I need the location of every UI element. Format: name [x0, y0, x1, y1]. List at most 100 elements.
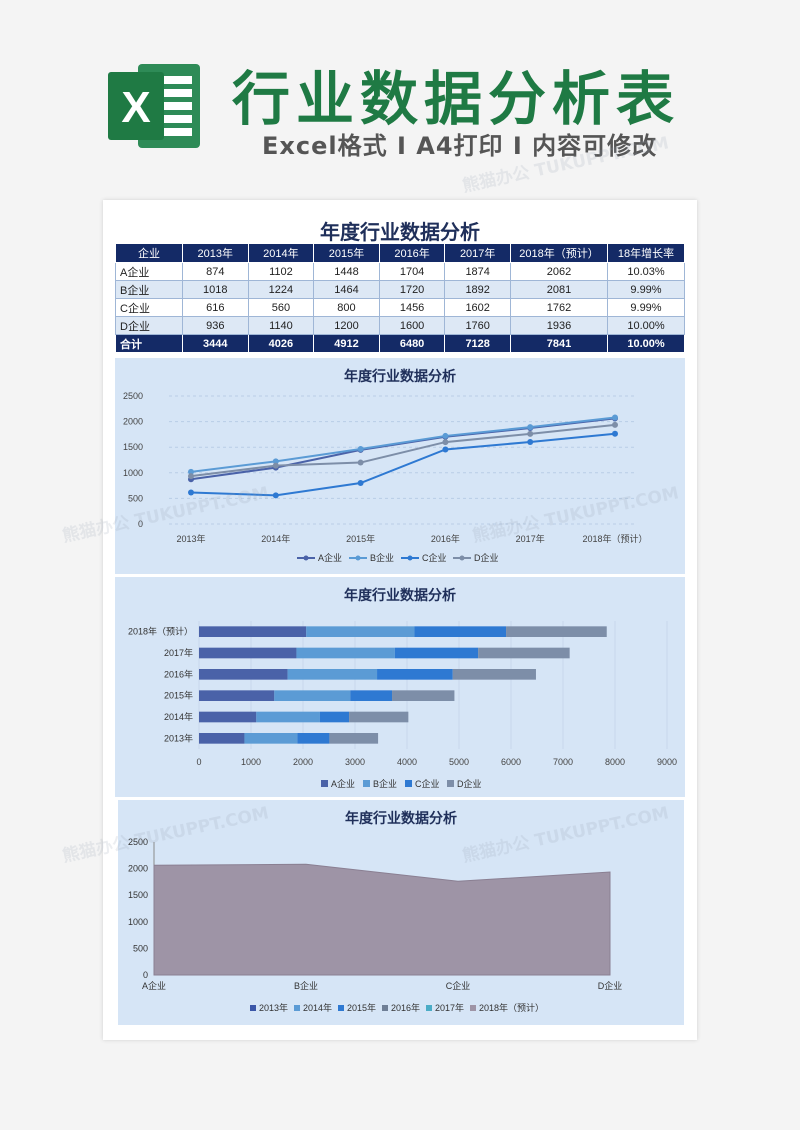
table-cell[interactable]: 560	[247, 298, 315, 317]
table-cell[interactable]: 2062	[510, 262, 608, 281]
sheet-title: 年度行业数据分析	[320, 220, 480, 244]
table-cell[interactable]: 9.99%	[607, 280, 685, 299]
table-cell[interactable]: 7841	[510, 334, 608, 353]
table-cell[interactable]: 936	[182, 316, 249, 335]
bar-segment	[506, 626, 607, 637]
table-cell[interactable]: 1762	[510, 298, 608, 317]
data-point	[272, 462, 279, 469]
table-cell[interactable]: D企业	[115, 316, 183, 335]
legend-swatch	[470, 1005, 476, 1011]
series-line	[190, 423, 616, 478]
table-cell[interactable]: 1464	[313, 280, 380, 299]
y-tick-label: 0	[138, 519, 143, 529]
table-cell[interactable]: A企业	[115, 262, 183, 281]
table-header-cell: 2018年（预计）	[510, 243, 608, 263]
legend-swatch	[338, 1005, 344, 1011]
table-cell[interactable]: 6480	[378, 334, 446, 353]
line-chart-title: 年度行业数据分析	[344, 369, 456, 385]
table-cell[interactable]: 7128	[444, 334, 511, 353]
series-line	[190, 417, 616, 481]
table-cell[interactable]: 10.00%	[607, 334, 685, 353]
x-tick-label: 2016年	[431, 533, 460, 544]
legend-label: D企业	[457, 778, 482, 789]
table-cell[interactable]: 1140	[247, 316, 315, 335]
y-tick-label: 0	[143, 970, 148, 980]
table-cell[interactable]: 1448	[313, 262, 380, 281]
bar-chart-panel[interactable]: 年度行业数据分析 0 1000 2000 3000 4000 5000 6000 7000 80…	[115, 577, 685, 797]
table-cell[interactable]: 1456	[378, 298, 446, 317]
table-row: D企业 936 1140 1200 1600 1760 1936 10.00%	[115, 316, 685, 335]
table-row: B企业 1018 1224 1464 1720 1892 2081 9.99%	[115, 280, 685, 299]
table-header-cell: 18年增长率	[607, 243, 685, 263]
x-tick-label: A企业	[142, 980, 166, 991]
table-cell[interactable]: 1720	[378, 280, 446, 299]
legend-label: C企业	[422, 552, 447, 563]
legend-swatch	[250, 1005, 256, 1011]
x-tick-label: 9000	[657, 757, 677, 767]
legend-marker	[303, 555, 309, 561]
table-cell[interactable]: 616	[182, 298, 249, 317]
table-cell[interactable]: 2081	[510, 280, 608, 299]
bar-segment	[349, 711, 409, 723]
x-tick-label: 2014年	[261, 533, 290, 544]
bar-segment	[296, 647, 395, 659]
table-cell[interactable]: 800	[313, 298, 380, 317]
table-cell[interactable]: 4912	[313, 334, 380, 353]
table-cell[interactable]: 1936	[510, 316, 608, 335]
data-point	[527, 438, 534, 445]
bar-segment	[199, 647, 297, 659]
table-cell[interactable]: 1760	[444, 316, 511, 335]
legend-marker	[459, 555, 465, 561]
data-point	[272, 458, 279, 465]
data-point	[442, 446, 449, 453]
table-cell[interactable]: 10.00%	[607, 316, 685, 335]
legend-label: A企业	[331, 778, 355, 789]
table-cell[interactable]: 1102	[247, 262, 315, 281]
legend-label: C企业	[415, 778, 440, 789]
table-cell[interactable]: 9.99%	[607, 298, 685, 317]
line-chart-panel[interactable]: 年度行业数据分析 0 500 1000 1500 2000 2500 2013年 2014年 2…	[115, 358, 685, 574]
legend-label: 2014年	[303, 1002, 332, 1013]
table-cell[interactable]: 合计	[115, 334, 183, 353]
table-header-cell: 2016年	[378, 243, 446, 263]
bar-segment	[452, 669, 536, 680]
bar-segment	[306, 626, 415, 637]
legend-swatch	[426, 1005, 432, 1011]
bar-chart-title: 年度行业数据分析	[344, 588, 456, 604]
x-tick-label: 5000	[449, 757, 469, 767]
legend-marker	[407, 555, 413, 561]
table-cell[interactable]: 4026	[247, 334, 315, 353]
data-point	[527, 430, 534, 437]
x-tick-label: 0	[196, 757, 201, 767]
y-tick-label: 2015年	[164, 690, 193, 701]
y-tick-label: 2018年（预计）	[128, 626, 193, 637]
legend-label: 2018年（预计）	[479, 1002, 544, 1013]
x-tick-label: 8000	[605, 757, 625, 767]
excel-logo-letter: X	[121, 83, 150, 132]
data-point	[188, 473, 194, 480]
table-cell[interactable]: 1200	[313, 316, 380, 335]
table-cell[interactable]: 874	[182, 262, 249, 281]
x-tick-label: 6000	[501, 757, 521, 767]
table-cell[interactable]: 10.03%	[607, 262, 685, 281]
bar-segment	[414, 626, 507, 637]
line-chart: 0 500 1000 1500 2000 2500 2013年 2014年 2015年 2016年…	[123, 391, 648, 563]
data-point	[188, 468, 194, 475]
legend-label: 2015年	[347, 1002, 376, 1013]
table-header-cell: 2014年	[247, 243, 315, 263]
bar-segment	[274, 690, 351, 701]
table-cell[interactable]: B企业	[115, 280, 183, 299]
table-cell[interactable]: 3444	[182, 334, 249, 353]
table-cell[interactable]: 1600	[378, 316, 446, 335]
table-cell[interactable]: 1018	[182, 280, 249, 299]
table-cell[interactable]: 1874	[444, 262, 511, 281]
table-cell[interactable]: 1602	[444, 298, 511, 317]
table-cell[interactable]: 1224	[247, 280, 315, 299]
bar-segment	[394, 647, 479, 659]
table-cell[interactable]: C企业	[115, 298, 183, 317]
table-cell[interactable]: 1892	[444, 280, 511, 299]
series-line	[190, 416, 616, 473]
area-chart-panel[interactable]: 年度行业数据分析 0 500 1000 1500 2000 2500 A企业 B企业 C企业 D企…	[118, 800, 684, 1025]
table-cell[interactable]: 1704	[378, 262, 446, 281]
y-tick-label: 1000	[123, 468, 143, 478]
